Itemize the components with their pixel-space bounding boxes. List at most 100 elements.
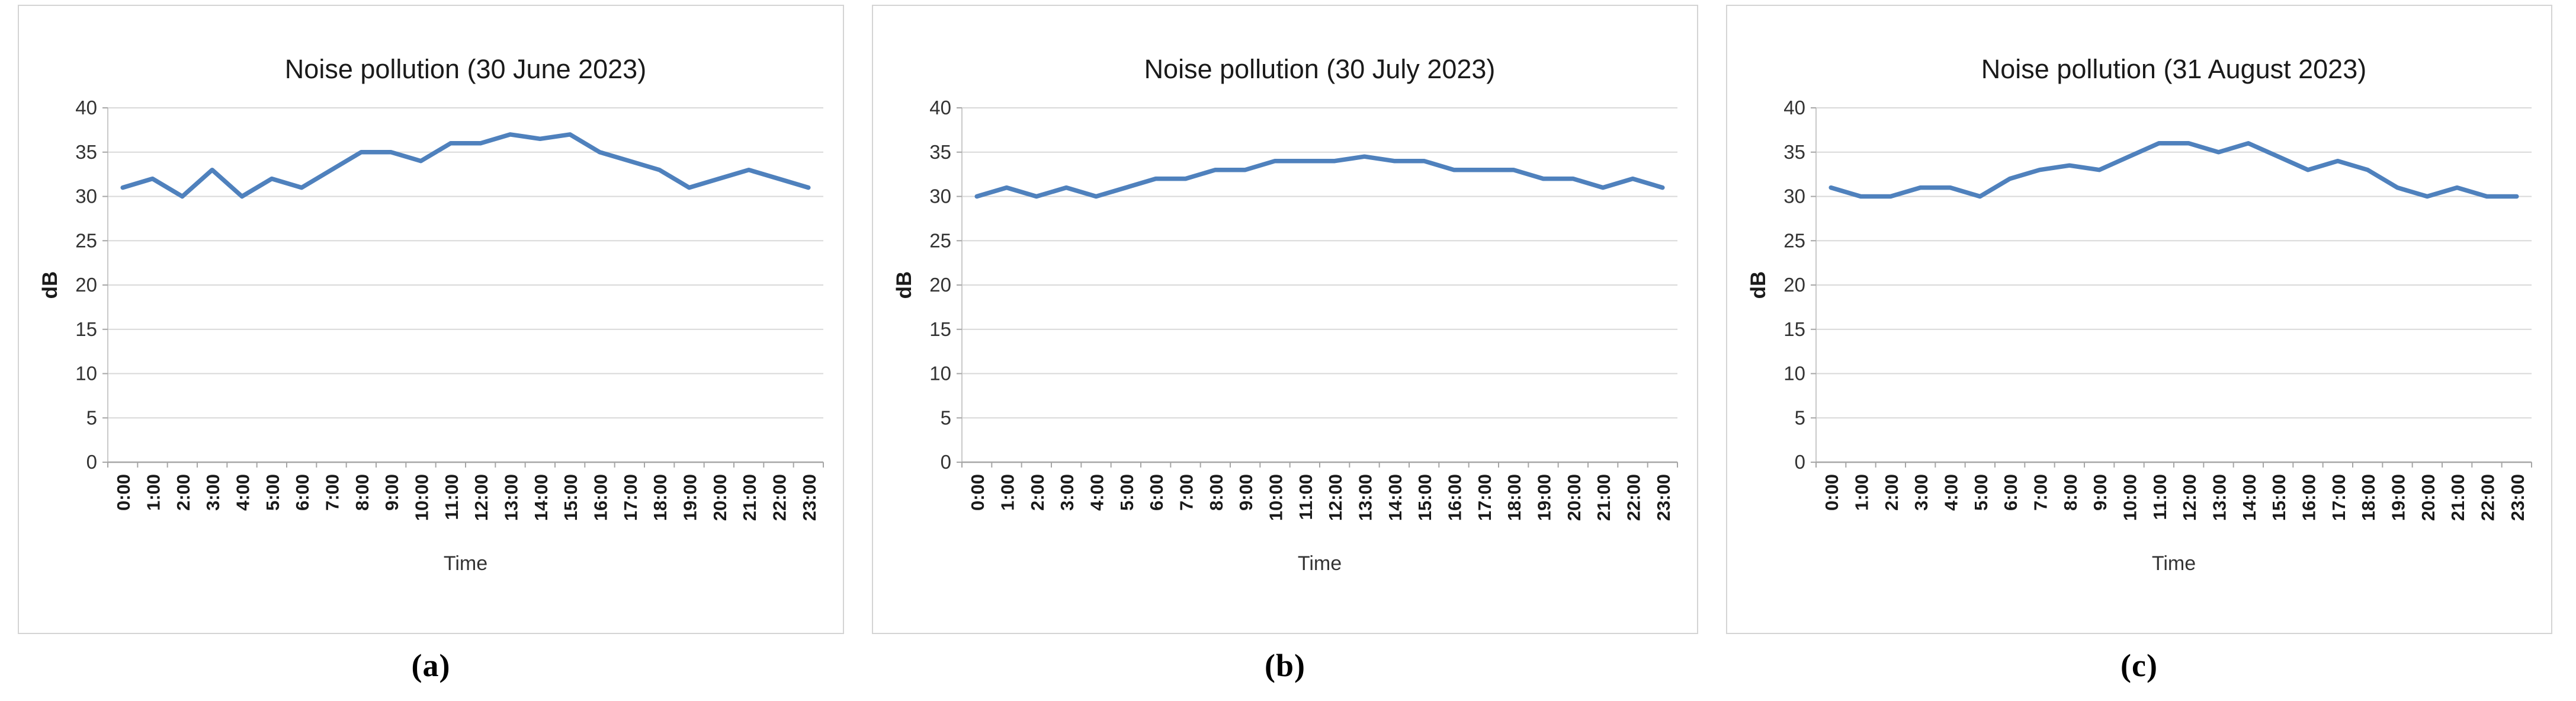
- caption-b: (b): [1265, 648, 1305, 683]
- x-tick-label: 3:00: [1911, 474, 1932, 511]
- y-tick-label: 20: [929, 274, 951, 296]
- x-tick-label: 2:00: [173, 474, 194, 511]
- y-tick-label: 15: [1783, 318, 1805, 340]
- x-tick-label: 2:00: [1881, 474, 1902, 511]
- y-axis-title: dB: [1747, 271, 1770, 299]
- y-axis-labels: 0 5 10 15 20 25 30 35 40: [929, 97, 951, 473]
- noise-series-line: [120, 132, 811, 199]
- x-tick-label: 13:00: [1355, 474, 1376, 521]
- x-tick-label: 14:00: [2239, 474, 2260, 521]
- y-tick-label: 0: [941, 451, 951, 473]
- x-tick-label: 21:00: [1593, 474, 1614, 521]
- y-tick-label: 40: [929, 97, 951, 119]
- y-tick-label: 5: [941, 406, 951, 428]
- y-tick-label: 40: [75, 97, 97, 119]
- x-tick-label: 20:00: [1564, 474, 1584, 521]
- y-tick-label: 30: [929, 185, 951, 207]
- x-tick-label: 18:00: [650, 474, 671, 521]
- x-tick-label: 21:00: [2447, 474, 2468, 521]
- x-axis-title: Time: [2152, 552, 2196, 575]
- chart-panel-june: Noise pollution (30 June 2023) 0 5 10 15 20 25…: [18, 5, 844, 634]
- y-tick-label: 25: [1783, 229, 1805, 251]
- y-tick-label: 25: [929, 229, 951, 251]
- x-tick-label: 14:00: [531, 474, 551, 521]
- y-axis-labels: 0 5 10 15 20 25 30 35 40: [1783, 97, 1805, 473]
- line-chart-july: Noise pollution (30 July 2023) 0 5 10 15 20 25…: [893, 54, 1678, 575]
- x-tick-label: 22:00: [769, 474, 790, 521]
- caption-c: (c): [2121, 648, 2158, 683]
- x-tick-label: 16:00: [591, 474, 611, 521]
- y-tick-label: 10: [75, 363, 97, 385]
- line-chart-august: Noise pollution (31 August 2023) 0 5 10 15 20…: [1747, 54, 2532, 575]
- x-tick-label: 17:00: [1474, 474, 1495, 521]
- chart-title: Noise pollution (30 June 2023): [285, 54, 646, 84]
- y-tick-label: 5: [86, 406, 97, 428]
- x-tick-label: 5:00: [262, 474, 283, 511]
- gridlines: [1816, 107, 2532, 463]
- line-chart-june: Noise pollution (30 June 2023) 0 5 10 15 20 25…: [39, 54, 824, 575]
- x-tick-label: 1:00: [1852, 474, 1872, 511]
- x-tick-label: 23:00: [799, 474, 820, 521]
- y-axis-title: dB: [893, 271, 916, 299]
- x-tick-label: 2:00: [1027, 474, 1048, 511]
- y-axis-ticks: [957, 107, 962, 463]
- chart-title: Noise pollution (30 July 2023): [1144, 54, 1496, 84]
- x-tick-label: 19:00: [2388, 474, 2409, 521]
- y-tick-label: 35: [929, 141, 951, 163]
- x-tick-label: 5:00: [1971, 474, 1991, 511]
- x-tick-label: 19:00: [680, 474, 701, 521]
- x-tick-label: 22:00: [2478, 474, 2498, 521]
- y-tick-label: 35: [75, 141, 97, 163]
- x-tick-label: 23:00: [2507, 474, 2528, 521]
- chart-title: Noise pollution (31 August 2023): [1981, 54, 2366, 84]
- x-tick-label: 14:00: [1385, 474, 1406, 521]
- x-tick-label: 10:00: [2120, 474, 2141, 521]
- x-tick-label: 11:00: [441, 474, 462, 520]
- x-tick-label: 16:00: [1445, 474, 1465, 521]
- x-tick-label: 20:00: [2418, 474, 2439, 521]
- chart-block-july: Noise pollution (30 July 2023) 0 5 10 15 20 25…: [872, 5, 1698, 684]
- x-tick-label: 19:00: [1534, 474, 1555, 521]
- x-tick-label: 21:00: [739, 474, 760, 521]
- y-tick-label: 5: [1795, 406, 1805, 428]
- y-tick-label: 25: [75, 229, 97, 251]
- x-tick-label: 16:00: [2299, 474, 2320, 521]
- x-tick-label: 18:00: [2358, 474, 2379, 521]
- x-tick-label: 22:00: [1624, 474, 1644, 521]
- x-tick-label: 17:00: [620, 474, 641, 521]
- x-tick-label: 0:00: [113, 474, 134, 511]
- x-tick-label: 11:00: [1295, 474, 1316, 520]
- x-axis-ticks: [961, 462, 1678, 468]
- x-axis-title: Time: [444, 552, 487, 575]
- x-axis-labels: 0:00 1:00 2:00 3:00 4:00 5:00 6:00 7:00 8:00 9:00…: [1821, 474, 2528, 521]
- x-tick-label: 20:00: [710, 474, 730, 521]
- noise-series-line: [1828, 141, 2519, 199]
- chart-panel-july: Noise pollution (30 July 2023) 0 5 10 15 20 25…: [872, 5, 1698, 634]
- y-axis-title: dB: [39, 271, 62, 299]
- x-tick-label: 23:00: [1653, 474, 1674, 521]
- x-tick-label: 4:00: [1941, 474, 1962, 511]
- x-tick-label: 10:00: [1266, 474, 1287, 521]
- x-tick-label: 9:00: [381, 474, 402, 511]
- x-tick-label: 12:00: [471, 474, 492, 521]
- x-tick-label: 18:00: [1504, 474, 1525, 521]
- x-tick-label: 15:00: [1414, 474, 1435, 521]
- noise-series-line: [974, 154, 1665, 199]
- x-axis-ticks: [1815, 462, 2532, 468]
- y-tick-label: 20: [1783, 274, 1805, 296]
- y-tick-label: 20: [75, 274, 97, 296]
- x-axis-title: Time: [1298, 552, 1342, 575]
- y-tick-label: 40: [1783, 97, 1805, 119]
- y-axis-ticks: [1811, 107, 1816, 463]
- x-tick-label: 7:00: [2030, 474, 2051, 511]
- x-tick-label: 1:00: [997, 474, 1018, 511]
- x-tick-label: 3:00: [1057, 474, 1077, 511]
- x-tick-label: 8:00: [352, 474, 373, 511]
- x-tick-label: 12:00: [1325, 474, 1346, 521]
- x-tick-label: 7:00: [1176, 474, 1197, 511]
- x-tick-label: 9:00: [1236, 474, 1256, 511]
- y-tick-label: 30: [75, 185, 97, 207]
- y-tick-label: 35: [1783, 141, 1805, 163]
- y-tick-label: 15: [75, 318, 97, 340]
